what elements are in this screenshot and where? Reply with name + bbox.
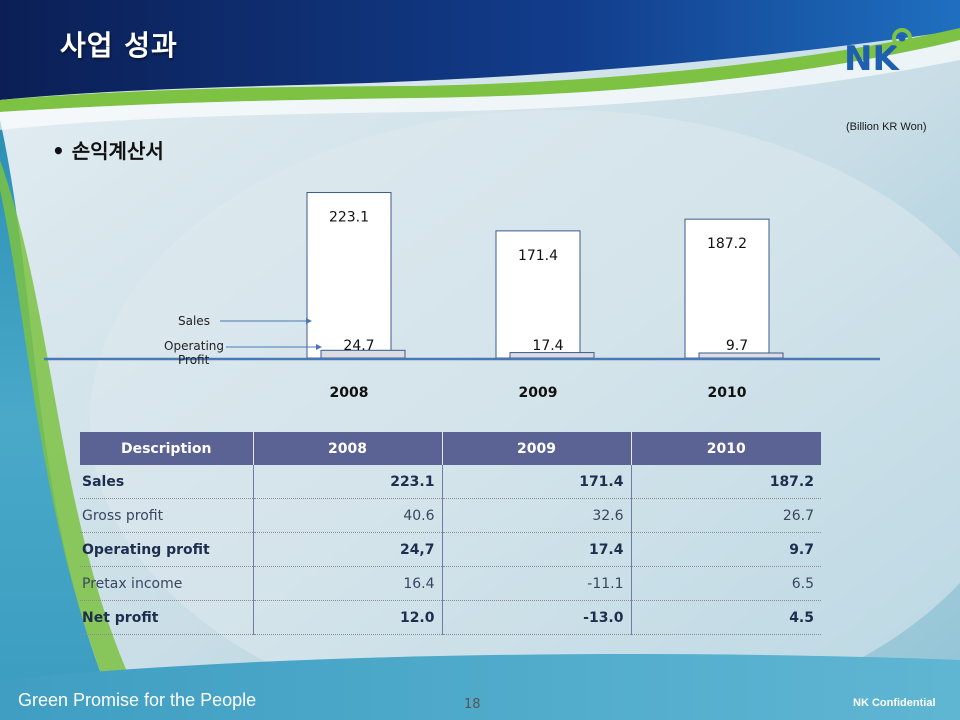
legend-operating-profit-label: Operating Profit [164,339,228,367]
header-2008: 2008 [252,432,442,465]
label-sales-2008: 223.1 [329,210,369,226]
label-sales-2009: 171.4 [518,248,558,264]
label-operating-profit-2008: 24.7 [343,338,374,354]
legend-operating-profit-line2: Profit [178,353,210,367]
table-row-operating-profit: Operating profit 24,7 17.4 9.7 [80,532,821,567]
row-label: Sales [80,465,253,499]
label-operating-profit-2009: 17.4 [532,338,563,354]
cell-2008: 16.4 [252,566,442,601]
page-title: 사업 성과 [60,29,178,62]
header-2009: 2009 [441,432,631,465]
table-row-gross-profit: Gross profit 40.6 32.6 26.7 [80,498,821,533]
cell-2010: 9.7 [630,532,821,567]
header-2010: 2010 [630,432,821,465]
cell-2010: 187.2 [630,465,821,499]
legend-sales-arrowhead [306,318,312,324]
label-operating-profit-2010: 9.7 [726,338,748,354]
table-row-pretax-income: Pretax income 16.4 -11.1 6.5 [80,566,821,601]
label-sales-2010: 187.2 [707,236,747,252]
table-row-net-profit: Net profit 12.0 -13.0 4.5 [80,600,821,635]
cell-2008: 40.6 [252,498,442,533]
tick-label-2008: 2008 [330,385,369,401]
section-title: • 손익계산서 [52,139,164,163]
nk-logo-text: NK [844,39,900,76]
legend-sales-label: Sales [178,314,210,328]
financial-summary-table: Description 2008 2009 2010 Sales 223.1 1… [80,432,821,635]
cell-2009: 171.4 [441,465,631,499]
cell-2008: 12.0 [252,600,442,635]
tick-label-2009: 2009 [519,385,558,401]
cell-2008: 223.1 [252,465,442,499]
table-header-row: Description 2008 2009 2010 [80,432,821,465]
tick-label-2010: 2010 [708,385,747,401]
row-label: Gross profit [80,498,253,533]
table-row-sales: Sales 223.1 171.4 187.2 [80,465,821,499]
bar-sales-2008 [306,192,392,359]
cell-2009: -13.0 [441,600,631,635]
cell-2009: -11.1 [441,566,631,601]
legend-operating-profit-arrowhead [316,344,322,350]
cell-2009: 17.4 [441,532,631,567]
row-label: Pretax income [80,566,253,601]
cell-2008: 24,7 [252,532,442,567]
sales-profit-chart: 223.1 24.7 2008 171.4 17.4 2009 187.2 9.7 2010 S… [44,192,880,401]
header-description: Description [80,432,253,465]
row-label: Net profit [80,600,253,635]
cell-2010: 4.5 [630,600,821,635]
row-label: Operating profit [80,532,253,567]
bar-sales-2009 [495,230,581,359]
unit-note: (Billion KR Won) [846,121,927,133]
cell-2009: 32.6 [441,498,631,533]
footer-slogan: Green Promise for the People [18,690,257,710]
page-number: 18 [464,697,481,712]
cell-2010: 6.5 [630,566,821,601]
nk-logo: NK [842,26,922,79]
legend-operating-profit-line1: Operating [164,339,224,353]
cell-2010: 26.7 [630,498,821,533]
confidential-label: NK Confidential [853,697,936,709]
